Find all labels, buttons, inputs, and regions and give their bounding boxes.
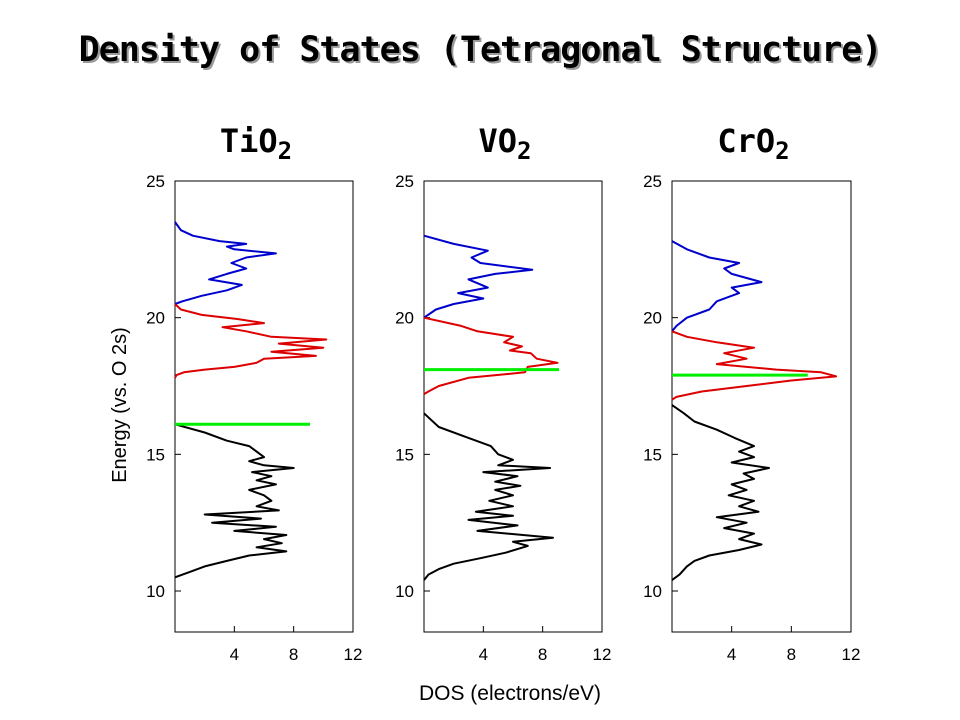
dos-series-2 [174,423,295,579]
y-axis-label: Energy (vs. O 2s) [109,327,131,483]
dos-series-0 [423,234,534,319]
y-tick-label: 10 [643,582,662,601]
plot-frame [671,180,852,633]
panel-title: TiO2 [220,122,292,165]
y-tick-label: 25 [395,172,414,191]
plot-frame [423,180,603,633]
panel-title-main: VO [479,122,518,160]
x-tick-label: 4 [727,645,736,664]
x-tick-label: 12 [593,645,612,664]
dos-panel-2: CrO2 10 15 20 25 4 8 12 [643,122,860,664]
y-tick-label: 10 [146,582,165,601]
x-axis-label: DOS (electrons/eV) [419,682,601,705]
x-tick-label: 12 [842,645,861,664]
panel-title-sub: 2 [775,137,789,165]
dos-series-1 [671,330,838,401]
panel-title: VO2 [479,122,532,165]
panel-title-main: CrO [717,122,775,160]
panel-title-sub: 2 [517,137,531,165]
y-tick-label: 20 [395,309,414,328]
y-tick-label: 15 [643,445,662,464]
x-tick-label: 8 [787,645,796,664]
dos-series-2 [423,412,554,581]
y-tick-label: 25 [643,172,662,191]
dos-panel-1: VO2 10 15 20 25 4 8 12 [395,122,611,664]
x-tick-label: 4 [230,645,239,664]
dos-panel-0: TiO2 10 15 20 25 4 8 12 [146,122,362,664]
y-tick-label: 20 [643,309,662,328]
y-tick-label: 25 [146,172,165,191]
x-tick-label: 8 [538,645,547,664]
dos-series-1 [423,316,559,396]
page-title: Density of States (Tetragonal Structure) [78,30,883,70]
panel-title-sub: 2 [278,137,292,165]
y-tick-label: 15 [146,445,165,464]
plot-frame [174,180,354,633]
x-tick-label: 8 [289,645,298,664]
y-tick-label: 10 [395,582,414,601]
x-tick-label: 4 [479,645,488,664]
panel-title-main: TiO [220,122,278,160]
y-tick-label: 15 [395,445,414,464]
panel-title: CrO2 [717,122,789,165]
dos-series-0 [174,221,277,305]
dos-series-0 [671,240,763,332]
y-tick-label: 20 [146,309,165,328]
dos-series-2 [671,404,770,581]
x-tick-label: 12 [344,645,363,664]
dos-series-1 [174,303,328,379]
